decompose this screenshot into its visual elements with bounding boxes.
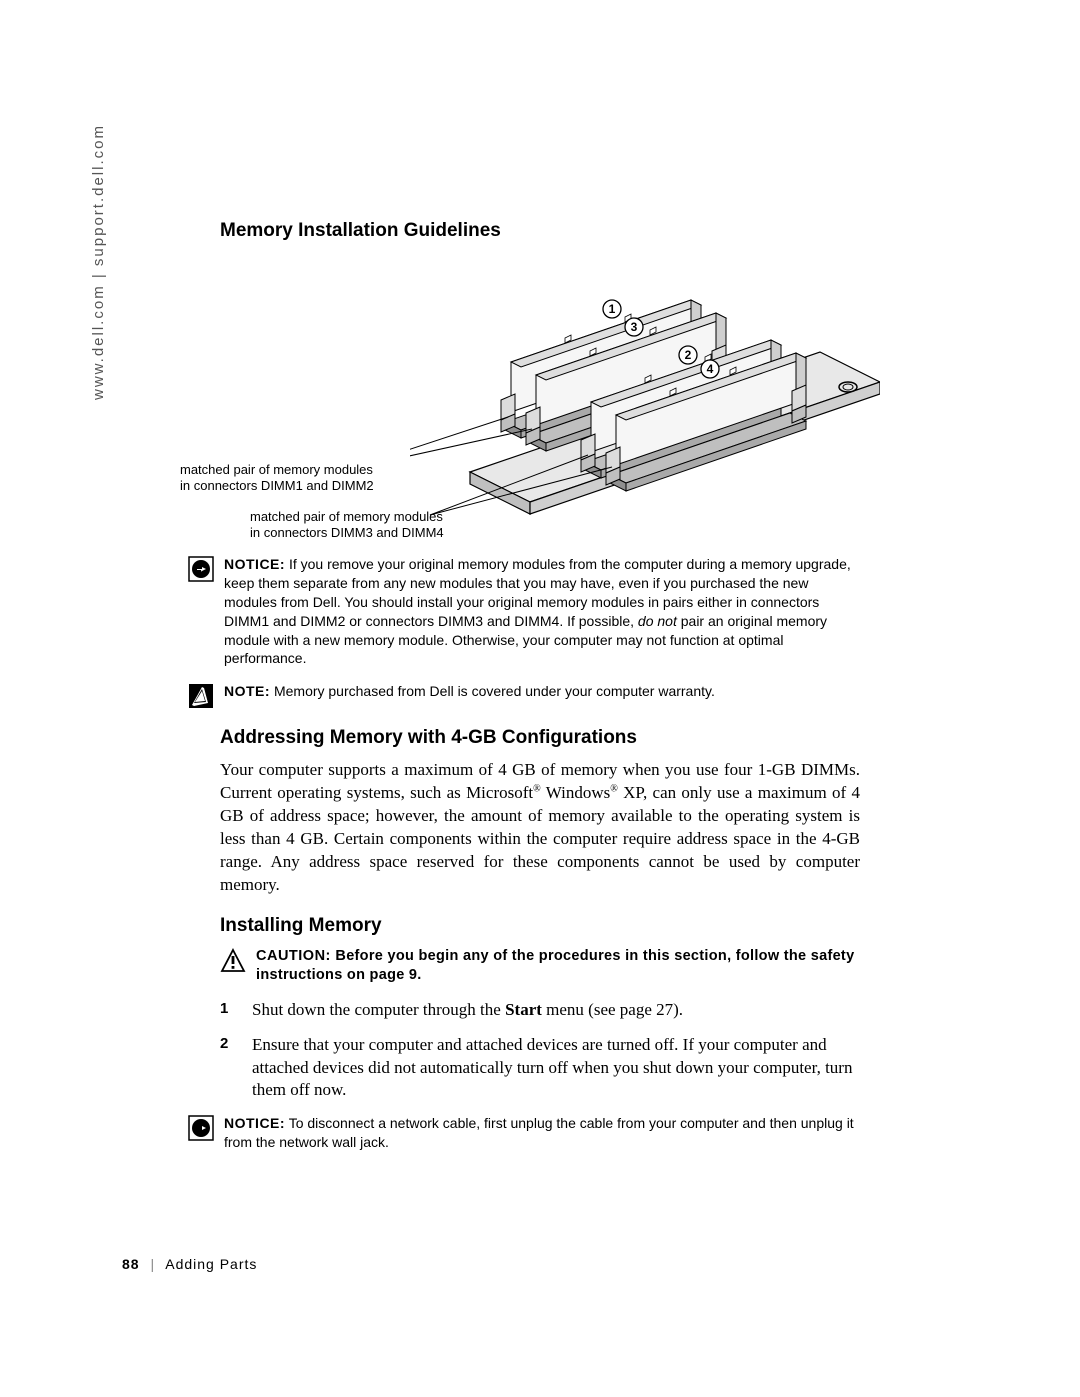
caution-label: CAUTION: xyxy=(256,948,335,964)
note-warranty: NOTE: Memory purchased from Dell is cove… xyxy=(188,682,860,709)
sidebar-url: www.dell.com | support.dell.com xyxy=(90,124,107,400)
caution-safety: CAUTION: Before you begin any of the pro… xyxy=(220,947,860,985)
svg-text:1: 1 xyxy=(609,302,616,316)
heading-4gb: Addressing Memory with 4-GB Configuratio… xyxy=(220,727,860,749)
para-4gb: Your computer supports a maximum of 4 GB… xyxy=(220,759,860,897)
note-icon xyxy=(188,683,214,709)
svg-text:2: 2 xyxy=(685,348,692,362)
notice-label: NOTICE: xyxy=(224,1115,285,1131)
page-footer: 88 | Adding Parts xyxy=(122,1256,257,1272)
callout-dimm12: matched pair of memory modules in connec… xyxy=(180,462,385,495)
page-number: 88 xyxy=(122,1256,140,1272)
svg-text:3: 3 xyxy=(631,320,638,334)
note-label: NOTE: xyxy=(224,683,270,699)
dimm-diagram: 1 3 2 4 matched pair of memory modules i… xyxy=(220,252,860,527)
notice-icon xyxy=(188,556,214,582)
step-1: Shut down the computer through the Start… xyxy=(220,999,860,1022)
step-2: Ensure that your computer and attached d… xyxy=(220,1034,860,1103)
notice-original-modules: NOTICE: If you remove your original memo… xyxy=(188,555,860,668)
svg-text:4: 4 xyxy=(707,362,714,376)
callout-dimm34: matched pair of memory modules in connec… xyxy=(250,509,510,542)
notice-network-cable: NOTICE: To disconnect a network cable, f… xyxy=(188,1114,860,1152)
notice-label: NOTICE: xyxy=(224,556,285,572)
footer-section: Adding Parts xyxy=(165,1256,257,1272)
install-steps: Shut down the computer through the Start… xyxy=(220,999,860,1103)
heading-installing: Installing Memory xyxy=(220,915,860,937)
caution-icon xyxy=(220,948,246,974)
notice-icon xyxy=(188,1115,214,1141)
heading-memory-guidelines: Memory Installation Guidelines xyxy=(220,220,860,242)
dimm-svg: 1 3 2 4 xyxy=(410,247,880,527)
